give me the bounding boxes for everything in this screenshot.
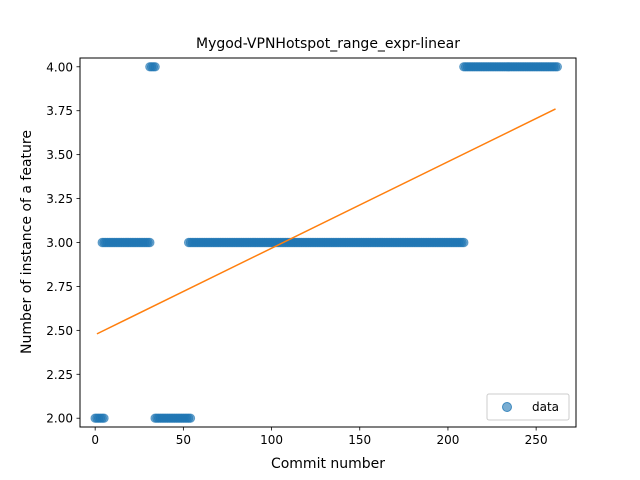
y-tick-label: 3.00	[46, 236, 73, 250]
fit-line-layer	[96, 108, 556, 335]
legend-label: data	[532, 400, 559, 414]
x-axis-label: Commit number	[271, 456, 385, 472]
x-axis-ticks: 0 50 100 150 200 250	[91, 427, 548, 447]
chart-title: Mygod-VPNHotspot_range_expr-linear	[196, 36, 460, 52]
x-tick-label: 0	[91, 433, 99, 447]
data-points	[90, 62, 562, 423]
data-point	[150, 62, 160, 72]
y-tick-label: 2.00	[46, 412, 73, 426]
legend: data	[486, 393, 570, 421]
y-tick-label: 3.75	[46, 104, 73, 118]
data-point	[145, 237, 155, 248]
fit-line	[96, 108, 556, 335]
legend-box	[486, 393, 570, 421]
data-point	[459, 237, 469, 248]
data-point	[99, 413, 109, 423]
x-tick-label: 50	[176, 433, 191, 447]
y-axis-label: Number of instance of a feature	[19, 130, 35, 354]
legend-marker	[502, 402, 512, 412]
y-tick-label: 4.00	[46, 60, 73, 74]
y-tick-label: 2.50	[46, 324, 73, 338]
x-tick-label: 250	[525, 433, 548, 447]
x-tick-label: 150	[348, 433, 371, 447]
y-tick-label: 2.25	[46, 368, 73, 382]
data-point	[185, 413, 196, 423]
y-tick-label: 2.75	[46, 280, 73, 294]
x-tick-label: 200	[436, 433, 459, 447]
y-tick-label: 3.50	[46, 148, 73, 162]
x-tick-label: 100	[260, 433, 283, 447]
y-tick-label: 3.25	[46, 192, 73, 206]
y-axis-ticks: 2.00 2.25 2.50 2.75 3.00 3.25 3.50 3.75 4.00	[46, 60, 80, 426]
data-point	[552, 62, 562, 72]
